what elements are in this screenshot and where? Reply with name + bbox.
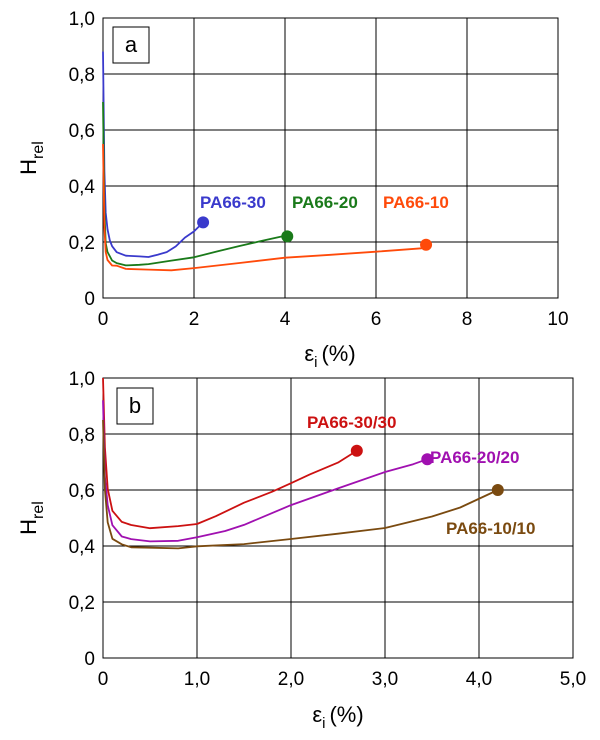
y-tick-label-b: 0 xyxy=(84,649,95,670)
series-line-pa66-30-30 xyxy=(102,377,358,530)
y-tick-label-a: 0,8 xyxy=(69,65,95,86)
y-tick-label-a: 0,6 xyxy=(69,121,95,142)
y-tick-label-b: 1,0 xyxy=(69,369,95,390)
x-tick-label-b: 5,0 xyxy=(560,669,586,690)
panel-label-b-text: b xyxy=(129,393,141,418)
series-line-pa66-30 xyxy=(102,51,204,258)
panel-label-a: a xyxy=(112,26,150,64)
x-axis-title-b-unit: (%) xyxy=(329,702,363,727)
x-axis-title-a-unit: (%) xyxy=(321,341,355,366)
grid-a xyxy=(103,18,558,298)
x-tick-label-b: 4,0 xyxy=(466,669,492,690)
series-a xyxy=(102,51,433,272)
y-axis-title-b-main: H xyxy=(16,519,41,535)
legend-labels-b: PA66-30/30 PA66-20/20 PA66-10/10 xyxy=(307,413,535,538)
series-label-pa66-30-30: PA66-30/30 xyxy=(307,413,396,432)
series-endpoint-pa66-20 xyxy=(281,230,294,243)
y-tick-label-a: 1,0 xyxy=(69,9,95,30)
x-tick-label-b: 2,0 xyxy=(278,669,304,690)
x-tick-label-a: 0 xyxy=(98,309,109,330)
y-axis-title-a: Hrel xyxy=(16,141,47,175)
x-axis-title-a: εi (%) xyxy=(304,341,355,371)
x-axis-title-a-main: ε xyxy=(304,341,314,366)
x-tick-label-b: 0 xyxy=(98,669,109,690)
xticks-b: 0 1,0 2,0 3,0 4,0 5,0 xyxy=(98,669,587,690)
y-tick-label-a: 0,2 xyxy=(69,233,95,254)
svg-text:Hrel: Hrel xyxy=(16,141,47,175)
series-label-pa66-20-20: PA66-20/20 xyxy=(430,448,519,467)
legend-labels-a: PA66-30 PA66-20 PA66-10 xyxy=(200,193,449,212)
series-label-pa66-10-10: PA66-10/10 xyxy=(446,519,535,538)
panel-b: 0 0,2 0,4 0,6 0,8 1,0 0 1,0 2,0 3,0 4,0 5,0 PA66-3… xyxy=(16,369,586,732)
series-label-pa66-30: PA66-30 xyxy=(200,193,266,212)
series-endpoint-pa66-30-30 xyxy=(350,444,363,457)
y-tick-label-b: 0,8 xyxy=(69,425,95,446)
series-line-pa66-10-10 xyxy=(102,419,499,550)
series-line-pa66-20-20 xyxy=(102,400,428,543)
series-endpoint-pa66-10 xyxy=(420,238,433,251)
svg-text:εi(%): εi (%) xyxy=(304,341,355,371)
series-label-pa66-10: PA66-10 xyxy=(383,193,449,212)
series-line-pa66-20 xyxy=(102,101,288,267)
panel-a: 00,20,40,60,81,0 0 2 4 6 8 10 PA66-30 PA66-20 P… xyxy=(16,9,569,371)
panel-label-b: b xyxy=(116,387,154,425)
series-endpoint-pa66-20-20 xyxy=(421,453,434,466)
x-tick-label-a: 8 xyxy=(462,309,473,330)
y-axis-title-a-sub: rel xyxy=(30,141,47,159)
yticks-b: 0 0,2 0,4 0,6 0,8 1,0 xyxy=(69,369,96,670)
y-axis-title-b: Hrel xyxy=(16,501,47,535)
xticks-a: 0 2 4 6 8 10 xyxy=(98,309,569,330)
y-tick-label-a: 0 xyxy=(84,289,95,310)
series-label-pa66-20: PA66-20 xyxy=(292,193,358,212)
x-axis-title-a-sub: i xyxy=(314,354,317,371)
plot-area-b xyxy=(102,377,574,659)
x-tick-label-a: 6 xyxy=(371,309,382,330)
x-tick-label-a: 10 xyxy=(547,309,568,330)
x-tick-label-a: 2 xyxy=(189,309,200,330)
svg-text:Hrel: Hrel xyxy=(16,501,47,535)
y-tick-label-a: 0,4 xyxy=(69,177,96,198)
x-axis-title-b: εi (%) xyxy=(312,702,363,732)
x-tick-label-b: 1,0 xyxy=(184,669,210,690)
y-axis-title-b-sub: rel xyxy=(30,501,47,519)
series-b xyxy=(102,377,504,550)
plot-area-a xyxy=(102,17,559,299)
y-axis-title-a-main: H xyxy=(16,159,41,175)
panel-label-a-text: a xyxy=(125,32,138,57)
series-line-pa66-10 xyxy=(102,143,427,272)
x-tick-label-b: 3,0 xyxy=(372,669,398,690)
y-tick-label-b: 0,2 xyxy=(69,593,95,614)
series-endpoint-pa66-10-10 xyxy=(491,484,504,496)
svg-text:εi(%): εi (%) xyxy=(312,702,363,732)
y-tick-label-b: 0,6 xyxy=(69,481,95,502)
series-endpoint-pa66-30 xyxy=(197,216,210,229)
yticks-a: 0 0,2 0,4 0,6 0,8 1,0 xyxy=(69,9,96,310)
x-tick-label-a: 4 xyxy=(280,309,291,330)
y-tick-label-b: 0,4 xyxy=(69,537,96,558)
x-axis-title-b-main: ε xyxy=(312,702,322,727)
x-axis-title-b-sub: i xyxy=(322,715,325,732)
